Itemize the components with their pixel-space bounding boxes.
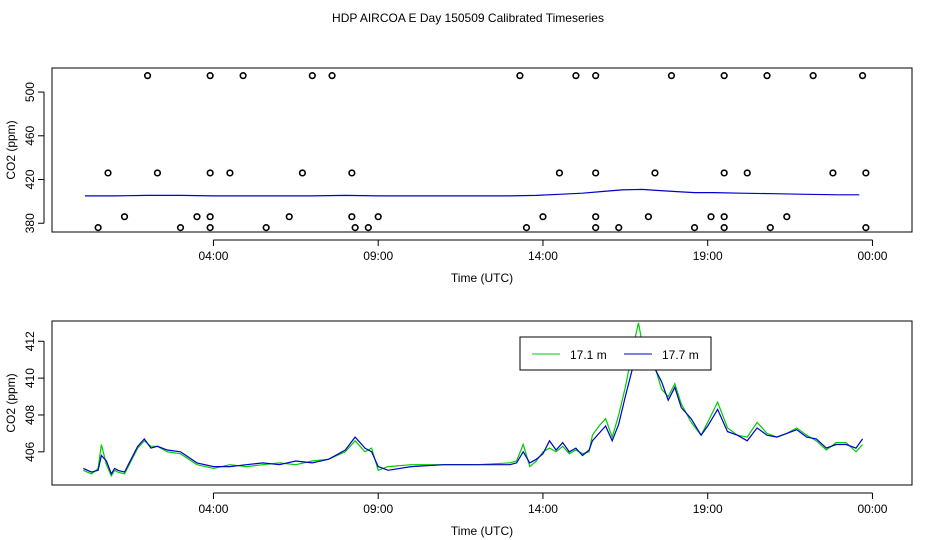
y-tick-label: 408 [23,405,37,425]
scatter-point [226,169,234,177]
bottom-plot-marks [83,322,864,478]
x-tick-label: 14:00 [528,502,558,516]
scatter-point [364,224,372,232]
scatter-point [351,224,359,232]
scatter-point [862,224,870,232]
top-panel: 04:00 09:00 14:00 19:00 00:00 380 420 460 500 T… [4,67,913,285]
scatter-point [667,72,676,80]
scatter-point [328,72,336,80]
scatter-point [143,72,152,80]
scatter-point [651,169,659,177]
scatter-point [176,224,185,232]
scatter-point [862,169,870,177]
bottom-x-axis-label: Time (UTC) [451,524,513,538]
scatter-point [206,213,214,221]
series-line-17-1-m [83,322,864,478]
legend-label-blue: 17.7 m [662,348,699,362]
top-y-axis-label: CO2 (ppm) [4,120,18,179]
top-plot-frame [51,67,913,233]
scatter-point [308,72,316,80]
bottom-x-axis: 04:00 09:00 14:00 19:00 00:00 [198,492,888,516]
scatter-point [206,72,214,80]
x-tick-label: 19:00 [693,249,723,263]
chart-title: HDP AIRCOA E Day 150509 Calibrated Times… [332,11,604,25]
scatter-point [239,72,247,80]
scatter-point [615,224,623,232]
bottom-y-axis: 406 408 410 412 [23,331,45,462]
scatter-point [94,224,102,232]
top-x-axis: 04:00 09:00 14:00 19:00 00:00 [198,239,888,263]
scatter-point [516,72,524,80]
scatter-point [783,213,791,221]
scatter-point [592,213,600,221]
scatter-point [262,224,270,232]
scatter-point [285,213,293,221]
scatter-point [374,213,382,221]
scatter-point [720,224,728,232]
x-tick-label: 04:00 [198,502,228,516]
y-tick-label: 460 [23,125,37,145]
scatter-point [644,213,652,221]
scatter-point [592,224,600,232]
scatter-point [592,169,600,177]
bottom-plot-frame [51,320,913,486]
top-y-axis: 380 420 460 500 [23,82,45,233]
scatter-point [206,224,214,232]
scatter-point [348,213,356,221]
scatter-point [104,169,112,177]
scatter-point [720,213,728,221]
x-tick-label: 09:00 [363,502,393,516]
scatter-point [690,224,699,232]
bottom-panel: 04:00 09:00 14:00 19:00 00:00 406 408 410 412 T… [4,320,913,538]
scatter-point [348,169,356,177]
scatter-point [592,72,600,80]
scatter-point [809,72,817,80]
scatter-point [766,224,774,232]
x-tick-label: 00:00 [857,502,887,516]
scatter-point [720,72,728,80]
x-tick-label: 19:00 [693,502,723,516]
scatter-point [120,213,129,221]
scatter-point [193,213,201,221]
scatter-point [763,72,771,80]
x-tick-label: 09:00 [363,249,393,263]
y-tick-label: 380 [23,213,37,233]
scatter-point [298,169,307,177]
x-tick-label: 04:00 [198,249,228,263]
y-tick-label: 406 [23,441,37,461]
scatter-point [539,213,547,221]
y-tick-label: 412 [23,331,37,351]
series-line-co2 [85,188,860,197]
x-tick-label: 00:00 [857,249,887,263]
y-tick-label: 410 [23,368,37,388]
scatter-point [829,169,837,177]
top-x-axis-label: Time (UTC) [451,271,513,285]
scatter-point [522,224,531,232]
scatter-point [572,72,580,80]
scatter-point [206,169,214,177]
legend-label-green: 17.1 m [570,348,607,362]
scatter-point [707,213,715,221]
y-tick-label: 420 [23,169,37,189]
series-line-17-7-m [83,349,864,476]
top-plot-marks [85,72,870,232]
x-tick-label: 14:00 [528,249,558,263]
legend: 17.1 m 17.7 m [519,336,712,371]
scatter-point [555,169,564,177]
y-tick-label: 500 [23,82,37,102]
bottom-y-axis-label: CO2 (ppm) [4,373,18,432]
scatter-point [743,169,751,177]
scatter-point [858,72,867,80]
scatter-point [720,169,728,177]
scatter-point [153,169,162,177]
